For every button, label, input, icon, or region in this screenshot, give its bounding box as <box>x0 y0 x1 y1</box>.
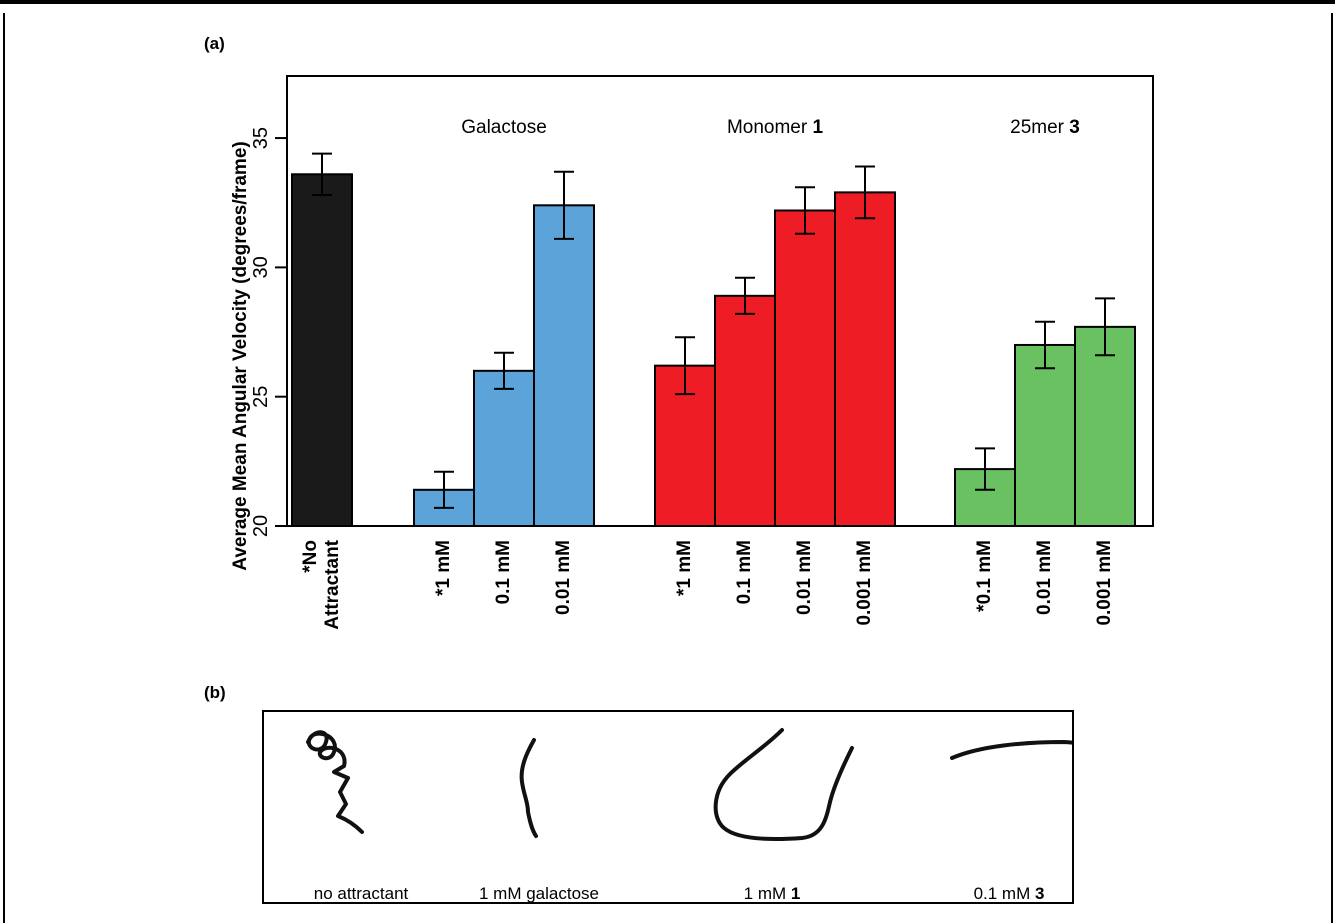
trajectory-1mm-monomer <box>713 728 854 841</box>
bar <box>1014 343 1076 527</box>
bar <box>473 369 535 527</box>
bar <box>291 173 353 528</box>
category-label: 0.01 mM <box>1034 540 1055 615</box>
category-label: 0.1 mM <box>734 540 755 604</box>
trajectory-panel: no attractant 1 mM galactose 1 mM 1 0.1 … <box>262 710 1074 904</box>
category-label: Attractant <box>322 539 343 629</box>
bar <box>714 294 776 527</box>
trajectory-paths <box>306 728 1072 841</box>
group-title: Monomer 1 <box>727 117 824 138</box>
panel-a-label: (a) <box>204 34 225 53</box>
trajectory-label-no-attractant: no attractant <box>313 884 409 903</box>
group-title: Galactose <box>461 117 547 138</box>
category-label: *0.1 mM <box>974 540 995 612</box>
category-label: 0.01 mM <box>794 540 815 615</box>
trajectory-1mm-galactose <box>519 738 538 838</box>
category-label: *1 mM <box>674 540 695 596</box>
top-rule <box>0 0 1335 4</box>
group-title: 25mer 3 <box>1010 117 1080 138</box>
panel-b-label: (b) <box>204 683 226 702</box>
figure-frame <box>3 13 1333 923</box>
y-tick-label: 35 <box>250 127 272 149</box>
category-label: 0.001 mM <box>854 540 875 626</box>
category-label: *No <box>300 540 321 573</box>
y-axis-label: Average Mean Angular Velocity (degrees/f… <box>230 141 251 570</box>
category-label: *1 mM <box>433 540 454 596</box>
y-tick-label: 30 <box>250 256 272 278</box>
bar <box>834 191 896 527</box>
y-tick-label: 20 <box>250 515 272 537</box>
bar <box>774 209 836 527</box>
trajectory-label-25mer: 0.1 mM 3 <box>973 884 1045 903</box>
y-tick-label: 25 <box>250 386 272 408</box>
category-label: 0.1 mM <box>493 540 514 604</box>
category-label: 0.01 mM <box>553 540 574 615</box>
bar <box>533 204 595 528</box>
trajectory-label-monomer: 1 mM 1 <box>743 884 801 903</box>
trajectory-0.1mm-25mer <box>950 739 1072 760</box>
bar <box>1074 325 1136 527</box>
trajectory-no-attractant <box>306 730 364 834</box>
category-label: 0.001 mM <box>1094 540 1115 626</box>
trajectory-label-galactose: 1 mM galactose <box>479 884 599 903</box>
